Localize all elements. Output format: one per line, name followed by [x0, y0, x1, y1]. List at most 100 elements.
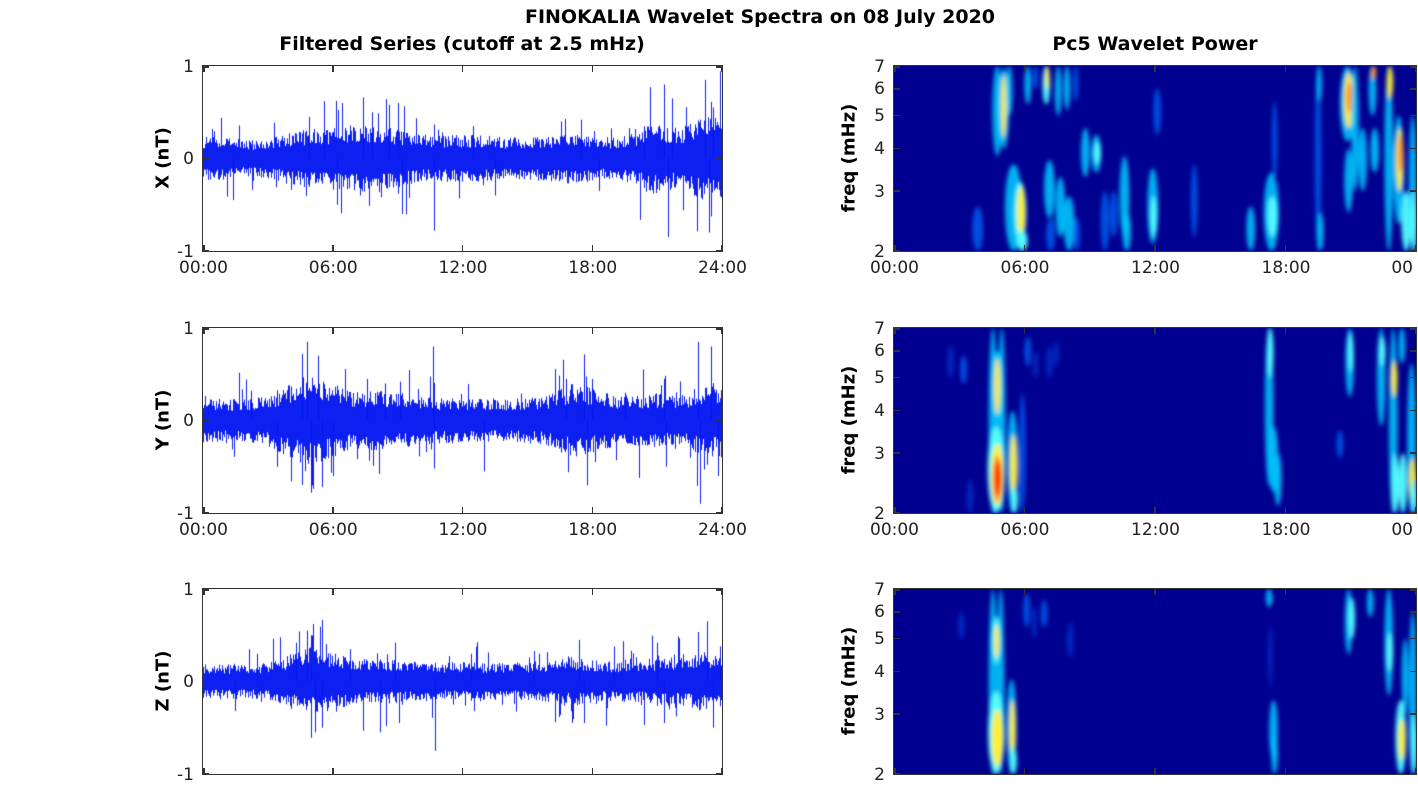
axis-tick — [894, 147, 900, 150]
time-series-plot-area — [203, 66, 722, 251]
axis-tick — [332, 768, 334, 774]
axis-tick — [894, 637, 900, 640]
axis-tick — [591, 245, 593, 251]
y-tick-label: -1 — [177, 241, 194, 262]
axis-tick — [894, 713, 900, 715]
axis-tick — [1284, 245, 1287, 251]
axis-tick — [461, 589, 464, 595]
axis-tick — [1410, 376, 1416, 379]
axis-tick — [720, 245, 722, 251]
y-tick-label: -1 — [177, 503, 194, 524]
y-tick-label: 6 — [874, 79, 885, 100]
axis-tick — [203, 249, 209, 251]
axis-tick — [591, 507, 593, 513]
y-tick-label: 1 — [183, 318, 194, 339]
axis-tick — [1023, 245, 1026, 251]
axis-tick — [1154, 507, 1156, 513]
axis-tick — [203, 328, 209, 330]
axis-tick — [894, 507, 896, 513]
x-tick-label: 00:00 — [179, 258, 228, 278]
axis-tick — [894, 328, 900, 330]
x-tick-label: 12:00 — [438, 258, 488, 278]
axis-tick — [894, 511, 900, 513]
axis-tick — [894, 611, 900, 613]
plot-filtered-series-z — [202, 588, 723, 775]
axis-tick — [894, 114, 900, 117]
axis-tick — [1023, 328, 1026, 334]
axis-tick — [203, 419, 209, 422]
axis-tick — [591, 328, 593, 334]
axis-tick — [716, 680, 722, 683]
axis-tick — [1154, 328, 1156, 334]
axis-tick — [716, 66, 722, 68]
axis-tick — [1410, 409, 1416, 412]
axis-tick — [332, 66, 334, 72]
y-tick-label: 6 — [874, 602, 885, 623]
x-tick-label: 18:00 — [1261, 520, 1311, 540]
axis-tick — [203, 589, 205, 595]
axis-tick — [716, 589, 722, 591]
axis-tick — [720, 507, 722, 513]
x-tick-label: 00:00 — [870, 520, 919, 540]
x-tick-label: 18:00 — [568, 258, 618, 278]
axis-tick — [1154, 66, 1156, 72]
axis-tick — [1284, 768, 1287, 774]
axis-tick — [332, 245, 334, 251]
axis-tick — [1154, 245, 1156, 251]
axis-tick — [894, 589, 896, 595]
y-tick-label: 1 — [183, 56, 194, 77]
y-tick-label: 0 — [183, 149, 194, 169]
axis-tick — [461, 507, 464, 513]
axis-tick — [894, 88, 900, 90]
axis-tick — [1414, 328, 1416, 334]
axis-tick — [720, 589, 722, 595]
y-tick-label: -1 — [177, 764, 194, 785]
axis-tick — [1410, 147, 1416, 150]
axis-tick — [894, 768, 896, 774]
filtered-series-column-title: Filtered Series (cutoff at 2.5 mHz) — [279, 33, 645, 55]
x-tick-label: 00 — [1391, 258, 1413, 278]
y-tick-label: 4 — [874, 662, 885, 683]
axis-tick — [716, 157, 722, 160]
x-tick-label: 00:00 — [179, 520, 228, 540]
axis-tick — [1410, 611, 1416, 613]
axis-tick — [1410, 713, 1416, 715]
y-tick-label: 5 — [874, 629, 885, 650]
y-axis-label: X (nT) — [152, 126, 174, 189]
axis-tick — [894, 772, 900, 774]
axis-tick — [1410, 114, 1416, 117]
axis-tick — [203, 507, 205, 513]
axis-tick — [1284, 507, 1287, 513]
axis-tick — [332, 507, 334, 513]
axis-tick — [203, 66, 205, 72]
axis-tick — [332, 589, 334, 595]
y-tick-label: 2 — [874, 503, 885, 524]
axis-tick — [1410, 670, 1416, 673]
axis-tick — [894, 245, 896, 251]
y-tick-label: 2 — [874, 764, 885, 785]
axis-tick — [720, 66, 722, 72]
y-tick-label: 3 — [874, 704, 885, 725]
axis-tick — [1410, 350, 1416, 352]
time-series-plot-area — [203, 328, 722, 513]
axis-tick — [1410, 452, 1416, 454]
axis-tick — [716, 511, 722, 513]
axis-tick — [716, 419, 722, 422]
y-tick-label: 7 — [874, 579, 885, 600]
x-tick-label: 00 — [1391, 520, 1413, 540]
axis-tick — [1410, 772, 1416, 774]
axis-tick — [591, 768, 593, 774]
x-tick-label: 06:00 — [308, 258, 358, 278]
spectrogram-plot-area — [894, 589, 1416, 774]
axis-tick — [203, 245, 205, 251]
time-series-plot-area — [203, 589, 722, 774]
axis-tick — [1023, 768, 1026, 774]
axis-tick — [894, 328, 896, 334]
y-tick-label: 7 — [874, 318, 885, 339]
axis-tick — [203, 328, 205, 334]
axis-tick — [1414, 507, 1416, 513]
y-tick-label: 4 — [874, 139, 885, 160]
axis-tick — [1414, 66, 1416, 72]
axis-tick — [203, 589, 209, 591]
